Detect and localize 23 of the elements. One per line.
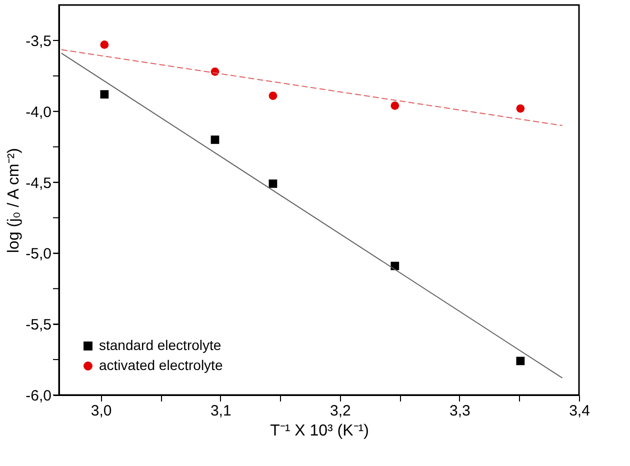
x-tick-label: 3,4 [569,402,590,420]
point [268,92,278,100]
x-axis-title: T⁻¹ X 10³ (K⁻¹) [270,422,369,440]
x-tick-label: 3,3 [450,402,470,420]
y-tick-label: -6,0 [26,388,52,404]
y-tick-label: -5,0 [26,246,52,263]
y-axis-title: log (j₀ / A cm⁻²) [6,148,23,253]
point [516,356,525,366]
y-tick-label: -3,5 [26,32,52,50]
y-tick-label: -4,0 [26,104,52,121]
y-tick-label: -5,5 [26,316,52,334]
point [210,136,220,144]
point [100,90,109,99]
x-tick-label: 3,2 [330,402,351,420]
x-tick-label: 3,1 [210,402,232,420]
legend-label: standard electrolyte [99,337,222,353]
point [516,104,525,113]
y-tick-label: -4,5 [26,174,52,192]
point [390,102,400,110]
point [100,40,109,49]
x-tick-label: 3,0 [90,402,112,420]
legend-label: activated electrolyte [99,357,223,373]
point [268,180,278,188]
